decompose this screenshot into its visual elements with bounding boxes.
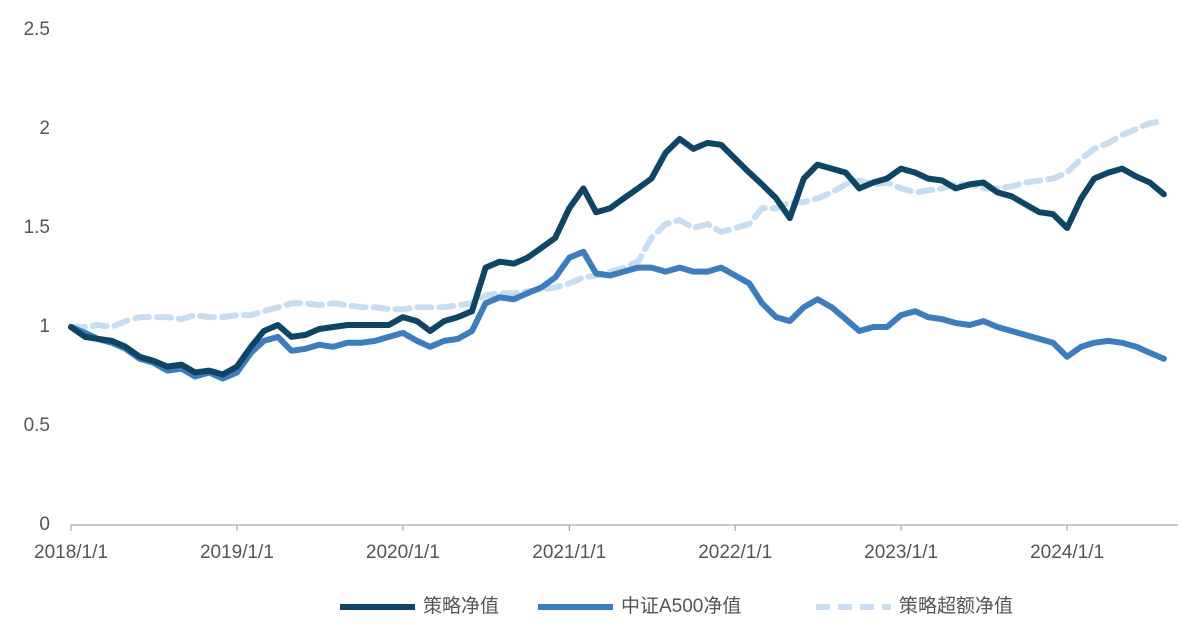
series-line	[68, 118, 1167, 330]
y-tick-label: 1.5	[24, 217, 50, 238]
x-tick-label: 2021/1/1	[532, 542, 606, 563]
x-tick-label: 2019/1/1	[200, 542, 274, 563]
legend-label: 策略净值	[423, 595, 499, 617]
series-line	[68, 248, 1167, 382]
y-tick-label: 2	[39, 118, 50, 139]
y-tick-label: 2.5	[24, 19, 50, 40]
y-tick-label: 1	[39, 316, 50, 337]
legend-label: 策略超额净值	[899, 595, 1013, 617]
y-tick-label: 0.5	[24, 415, 50, 436]
series-line	[68, 135, 1167, 378]
x-tick-label: 2020/1/1	[366, 542, 440, 563]
y-tick-label: 0	[39, 514, 50, 535]
legend-label: 中证A500净值	[621, 595, 741, 617]
x-tick-label: 2023/1/1	[864, 542, 938, 563]
x-tick-label: 2022/1/1	[698, 542, 772, 563]
x-tick-label: 2018/1/1	[34, 542, 108, 563]
x-tick-label: 2024/1/1	[1030, 542, 1104, 563]
